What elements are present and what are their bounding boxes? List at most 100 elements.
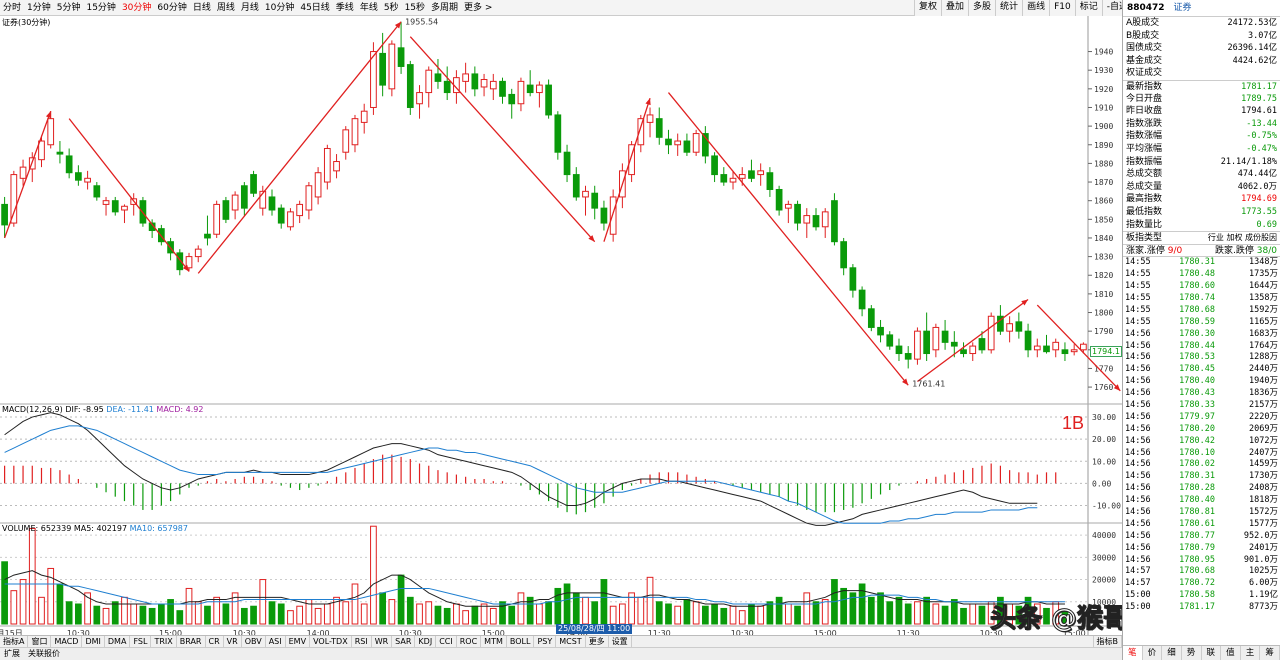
indicator-tab[interactable]: MACD [51,636,83,647]
indicator-tab[interactable]: WR [372,636,393,647]
indicator-tab[interactable]: CR [206,636,224,647]
panel-tab[interactable]: 联 [1202,646,1222,660]
volume-bar [434,605,442,625]
indicator-tab[interactable]: 更多 [586,636,609,647]
toolbar-button[interactable]: 叠加 [941,0,969,16]
volume-bar [471,605,479,625]
indicator-tab[interactable]: RSI [352,636,372,647]
volume-bar [655,601,663,625]
volume-bar [969,603,977,625]
trend-arrow [645,98,651,106]
candle-down [997,315,1004,332]
toolbar-button[interactable]: 复权 [914,0,942,16]
indicator-tab[interactable]: 设置 [609,636,632,647]
candle-up [287,211,294,228]
toolbar-button[interactable]: 统计 [995,0,1023,16]
candle-down [65,155,73,174]
period-tab[interactable]: 15分钟 [86,2,116,13]
tick-price: 1780.31 [1179,471,1215,482]
type-options[interactable]: 行业 加权 成份股因 [1207,233,1277,243]
panel-tab[interactable]: 值 [1221,646,1241,660]
toolbar-button[interactable]: F10 [1049,0,1075,16]
indicator-tab[interactable]: SAR [392,636,416,647]
type-label: 板指类型 [1126,233,1163,244]
period-tab[interactable]: 45日线 [300,2,330,13]
candle-down [1061,349,1069,355]
indicator-tab[interactable]: FSL [130,636,152,647]
period-tab[interactable]: 季线 [335,2,354,13]
volume-bar [554,587,562,625]
period-tab[interactable]: 年线 [359,2,378,13]
indicator-tab[interactable]: CCI [436,636,457,647]
panel-tab[interactable]: 价 [1143,646,1163,660]
indicator-tab[interactable]: TRIX [151,636,177,647]
toolbar-button[interactable]: 标记 [1074,0,1102,16]
status-item[interactable]: 扩展 [4,649,20,658]
indicator-tab[interactable]: VOL-TDX [310,636,352,647]
status-item[interactable]: 关联报价 [28,649,60,658]
candle-down [554,114,562,153]
panel-tab[interactable]: 主 [1241,646,1261,660]
stat-value: 0.69 [1256,219,1277,230]
indicator-tab[interactable]: ASI [266,636,286,647]
tick-time: 14:56 [1125,388,1151,399]
tick-price: 1780.61 [1179,518,1215,529]
period-tab[interactable]: 更多 > [464,2,493,13]
period-tab[interactable]: 15秒 [404,2,426,13]
candle-down [941,330,949,343]
chart-area[interactable]: 1760177017801790180018101820183018401850… [0,16,1122,635]
period-tab[interactable]: 日线 [192,2,211,13]
toolbar-button[interactable]: 画线 [1022,0,1050,16]
candle-up [462,73,469,82]
panel-tab[interactable]: 细 [1162,646,1182,660]
period-tab[interactable]: 1分钟 [27,2,51,13]
indicator-tab[interactable]: 窗口 [28,636,52,647]
period-tab[interactable]: 5秒 [383,2,399,13]
indicator-tab[interactable]: BRAR [177,636,206,647]
indicator-tab[interactable]: VR [224,636,242,647]
tick-volume: 1348万 [1249,257,1278,268]
panel-tab[interactable]: 笔 [1123,646,1143,660]
period-tab[interactable]: 分时 [3,2,22,13]
tick-volume: 1.19亿 [1249,590,1278,601]
tick-volume: 1072万 [1249,435,1278,446]
indicator-tab[interactable]: PSY [534,636,557,647]
y-tick-label: 1890 [1094,141,1113,150]
indicator-tab[interactable]: OBV [242,636,266,647]
tick-list[interactable]: 14:55 1780.31 1348万 14:55 1780.48 1735万 14:55 1… [1123,256,1280,614]
indicator-tab[interactable]: MCST [556,636,586,647]
indicator-tab[interactable]: KDJ [415,636,437,647]
period-tab[interactable]: 月线 [240,2,259,13]
indicator-tab[interactable]: EMV [286,636,311,647]
period-tab[interactable]: 周线 [216,2,235,13]
toolbar-button[interactable]: 多股 [968,0,996,16]
index-name[interactable]: 证券 [1173,3,1192,13]
indicator-b-tab[interactable]: 指标B [1092,636,1122,647]
indicator-tab[interactable]: ROC [457,636,482,647]
indicator-tab[interactable]: DMI [82,636,105,647]
period-tab[interactable]: 多周期 [431,2,459,13]
indicator-tab[interactable]: DMA [105,636,131,647]
candle-down [701,133,709,157]
tick-volume: 1577万 [1249,518,1278,529]
period-tab[interactable]: 5分钟 [56,2,81,13]
period-tab[interactable]: 30分钟 [121,2,152,13]
period-tab[interactable]: 60分钟 [157,2,187,13]
indicator-tab[interactable]: BOLL [507,636,535,647]
period-tab[interactable]: 10分钟 [264,2,295,13]
volume-bar [360,603,368,625]
indicator-tab[interactable]: MTM [481,636,507,647]
tick-row: 14:56 1780.20 2069万 [1123,424,1280,436]
trend-line [3,110,52,239]
dea-line [4,425,1038,524]
candle-down [849,267,857,291]
tick-price: 1780.60 [1179,281,1215,292]
indicator-tab[interactable]: 指标A [0,636,29,647]
candle-up [231,194,239,211]
stat-value: 21.14/1.18% [1220,156,1277,167]
trend-line [917,298,1029,383]
stat-label: 今日开盘 [1126,93,1163,104]
panel-tab[interactable]: 筹 [1260,646,1280,660]
panel-tab[interactable]: 势 [1182,646,1202,660]
volume-ma10: MA10: 657987 [129,524,188,533]
